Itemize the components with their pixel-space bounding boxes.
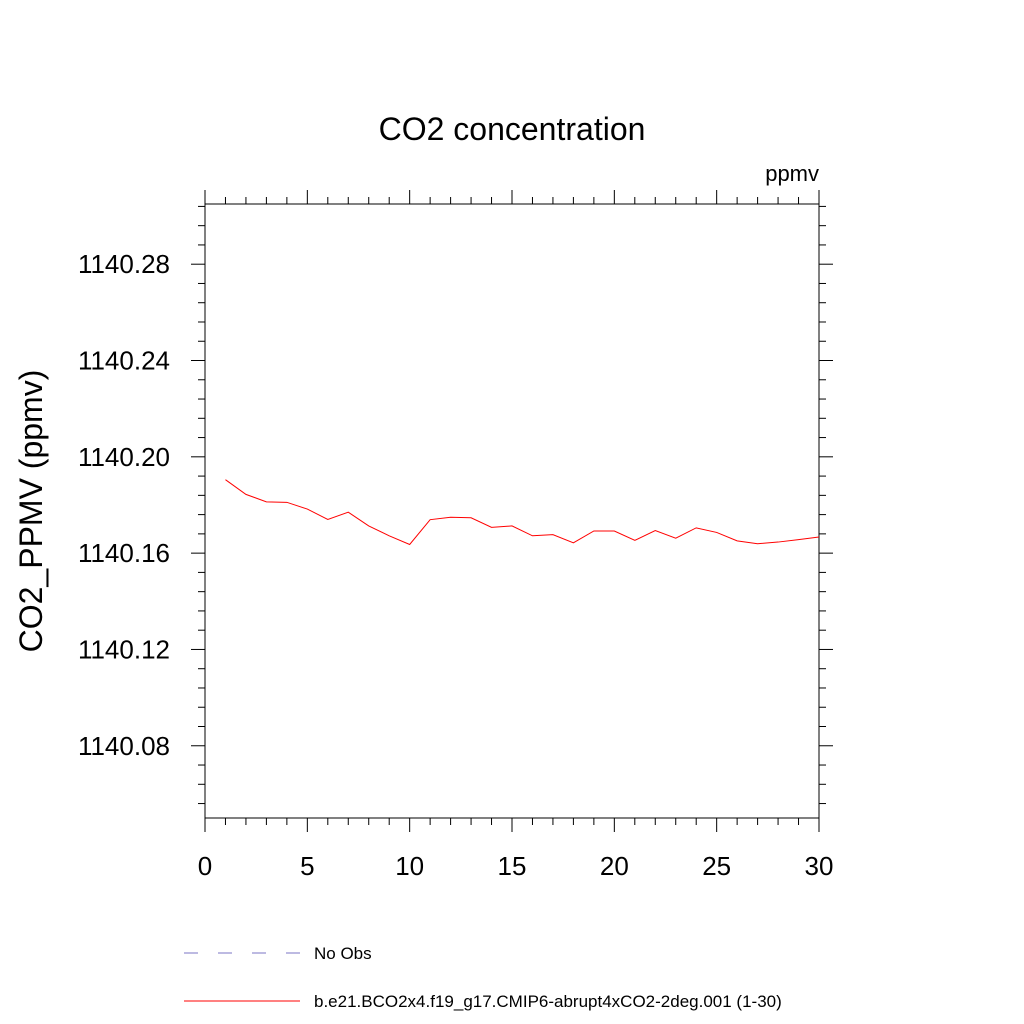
series-lines xyxy=(225,479,820,546)
x-tick-label: 5 xyxy=(300,851,314,881)
series-line xyxy=(225,479,820,546)
chart-title: CO2 concentration xyxy=(379,111,646,147)
y-tick-label: 1140.20 xyxy=(78,442,170,472)
legend-label: No Obs xyxy=(314,944,372,963)
y-tick-label: 1140.28 xyxy=(78,249,170,279)
x-tick-label: 15 xyxy=(498,851,527,881)
units-label: ppmv xyxy=(765,161,819,186)
x-tick-label: 10 xyxy=(395,851,424,881)
x-tick-label: 20 xyxy=(600,851,629,881)
y-axis-tick-labels: 1140.08 1140.12 1140.16 1140.20 1140.24 1140.… xyxy=(78,249,170,761)
y-tick-label: 1140.08 xyxy=(78,731,170,761)
x-tick-label: 30 xyxy=(805,851,834,881)
x-tick-label: 0 xyxy=(198,851,212,881)
x-tick-label: 25 xyxy=(702,851,731,881)
legend: No Obs b.e21.BCO2x4.f19_g17.CMIP6-abrupt4… xyxy=(184,944,782,1011)
y-tick-label: 1140.16 xyxy=(78,538,170,568)
legend-label: b.e21.BCO2x4.f19_g17.CMIP6-abrupt4xCO2-2… xyxy=(314,992,782,1011)
x-axis-tick-labels: 0 5 10 15 20 25 30 xyxy=(198,851,834,881)
axis-ticks xyxy=(191,190,833,832)
y-axis-label: CO2_PPMV (ppmv) xyxy=(13,370,49,653)
y-tick-label: 1140.24 xyxy=(78,346,170,376)
y-tick-label: 1140.12 xyxy=(78,634,170,664)
plot-frame xyxy=(204,203,820,819)
